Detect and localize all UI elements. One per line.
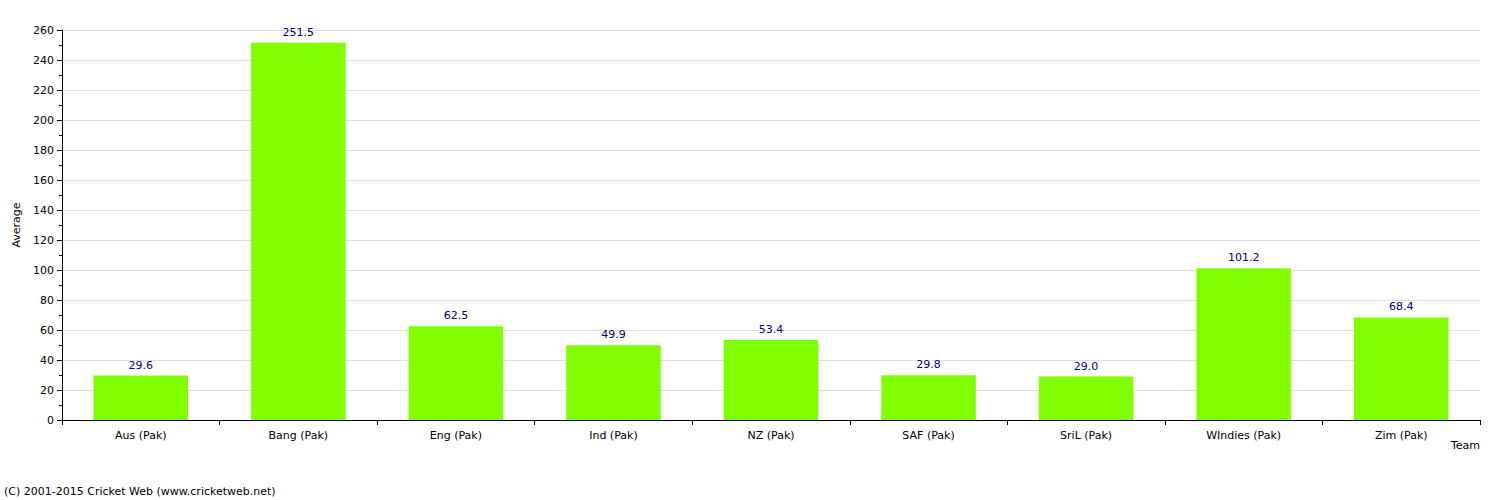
svg-text:53.4: 53.4: [759, 323, 784, 336]
svg-text:29.8: 29.8: [916, 358, 941, 371]
svg-text:68.4: 68.4: [1389, 300, 1414, 313]
svg-text:200: 200: [33, 114, 54, 127]
svg-text:0: 0: [47, 414, 54, 427]
svg-text:29.0: 29.0: [1074, 360, 1099, 373]
svg-text:NZ (Pak): NZ (Pak): [747, 429, 794, 442]
svg-text:29.6: 29.6: [129, 359, 154, 372]
svg-text:SAF (Pak): SAF (Pak): [902, 429, 954, 442]
svg-text:120: 120: [33, 234, 54, 247]
svg-text:60: 60: [40, 324, 54, 337]
svg-text:49.9: 49.9: [601, 328, 626, 341]
svg-text:Bang (Pak): Bang (Pak): [269, 429, 329, 442]
svg-text:240: 240: [33, 54, 54, 67]
svg-text:101.2: 101.2: [1228, 251, 1260, 264]
svg-text:100: 100: [33, 264, 54, 277]
svg-text:40: 40: [40, 354, 54, 367]
svg-text:80: 80: [40, 294, 54, 307]
svg-text:Zim (Pak): Zim (Pak): [1375, 429, 1428, 442]
svg-text:220: 220: [33, 84, 54, 97]
svg-text:SriL (Pak): SriL (Pak): [1060, 429, 1112, 442]
svg-text:20: 20: [40, 384, 54, 397]
svg-text:Eng (Pak): Eng (Pak): [430, 429, 482, 442]
svg-text:Average: Average: [10, 202, 23, 247]
svg-text:62.5: 62.5: [444, 309, 469, 322]
svg-text:(C) 2001-2015 Cricket Web (www: (C) 2001-2015 Cricket Web (www.cricketwe…: [4, 485, 276, 498]
svg-text:Aus (Pak): Aus (Pak): [115, 429, 167, 442]
svg-text:WIndies (Pak): WIndies (Pak): [1206, 429, 1281, 442]
svg-text:Team: Team: [1450, 439, 1480, 452]
svg-text:Ind (Pak): Ind (Pak): [589, 429, 638, 442]
svg-text:251.5: 251.5: [283, 26, 315, 39]
svg-text:260: 260: [33, 24, 54, 37]
svg-text:140: 140: [33, 204, 54, 217]
svg-text:180: 180: [33, 144, 54, 157]
svg-text:160: 160: [33, 174, 54, 187]
